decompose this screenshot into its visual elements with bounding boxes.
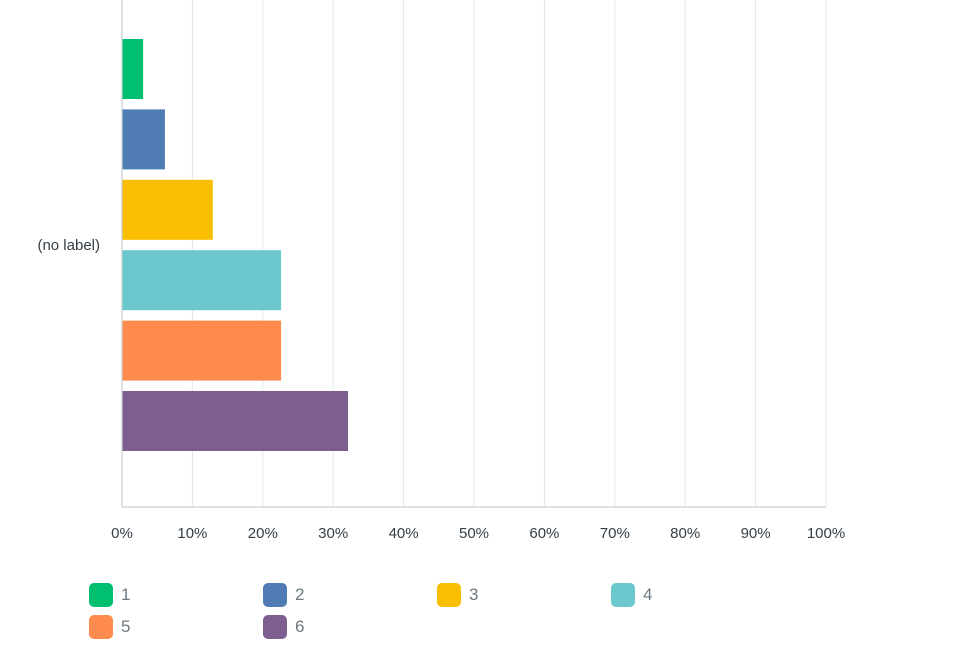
x-tick-label: 0% [111, 525, 133, 542]
x-tick-label: 30% [318, 525, 348, 542]
x-tick-label: 10% [177, 525, 207, 542]
x-tick-label: 20% [248, 525, 278, 542]
x-tick-labels: 0% 10% 20% 30% 40% 50% 60% 70% 80% 90% 100% [111, 525, 845, 542]
x-tick-label: 40% [389, 525, 419, 542]
x-tick-label: 80% [670, 525, 700, 542]
bar-series-4[interactable] [122, 250, 282, 311]
axes [121, 0, 826, 508]
x-tick-label: 50% [459, 525, 489, 542]
bar-series-3[interactable] [122, 179, 213, 240]
x-tick-label: 100% [807, 525, 845, 542]
category-label: (no label) [37, 237, 100, 254]
gridlines [191, 0, 827, 507]
x-tick-label: 70% [600, 525, 630, 542]
category-labels: (no label) [37, 237, 100, 254]
x-tick-label: 90% [741, 525, 771, 542]
bar-series-2[interactable] [122, 109, 165, 170]
bars [122, 39, 348, 451]
bar-series-5[interactable] [122, 320, 282, 381]
bar-series-1[interactable] [122, 39, 144, 99]
x-tick-label: 60% [529, 525, 559, 542]
bar-series-6[interactable] [122, 391, 348, 451]
